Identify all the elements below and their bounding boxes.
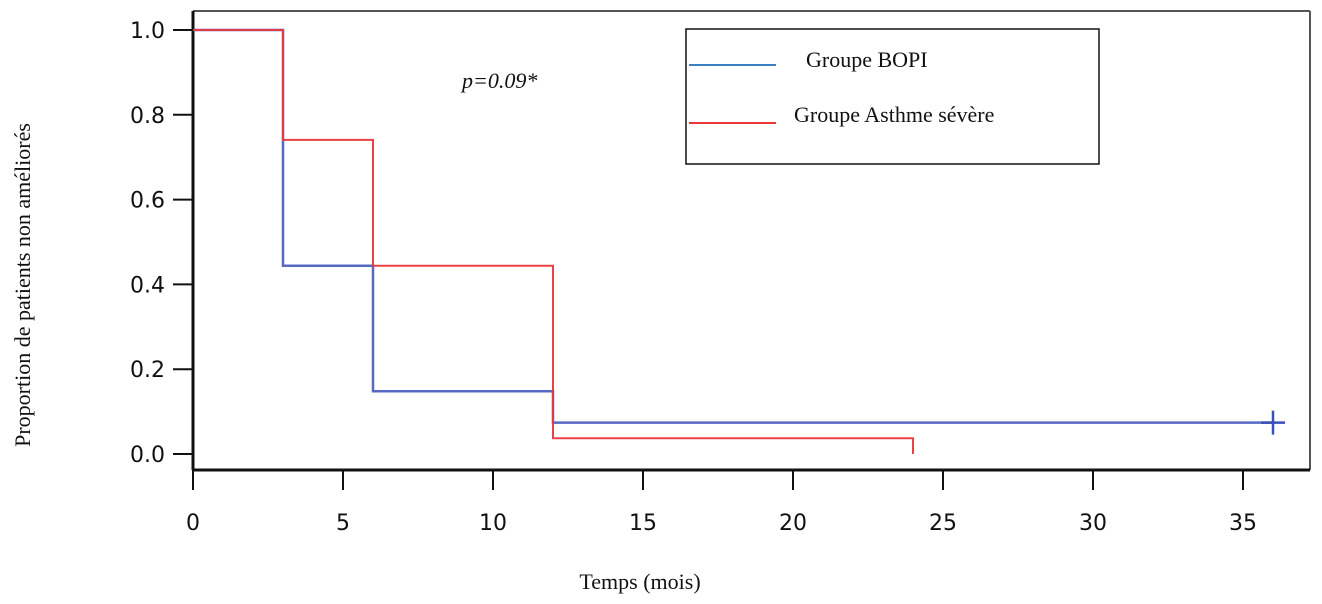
x-tick-label: 30 [1079, 511, 1107, 536]
x-tick-label: 0 [186, 511, 200, 536]
x-tick-label: 15 [629, 511, 657, 536]
axes: 0 5 10 15 20 25 30 35 0.0 0.2 0.4 0.6 0.8 1.0 [130, 10, 1311, 536]
x-tick-label: 25 [929, 511, 957, 536]
x-axis-title: Temps (mois) [579, 569, 700, 594]
x-tick-label: 10 [479, 511, 507, 536]
y-tick-label: 0.4 [130, 273, 165, 298]
series-layer [193, 28, 1285, 454]
y-tick-label: 0.8 [130, 104, 165, 129]
legend: Groupe BOPI Groupe Asthme sévère [685, 28, 1100, 165]
y-tick-label: 1.0 [130, 19, 165, 44]
y-tick-label: 0.0 [130, 443, 165, 468]
y-tick-label: 0.6 [130, 189, 165, 214]
x-tick-label: 5 [336, 511, 350, 536]
series-line-groupe-asthme-s-v-re [193, 29, 914, 454]
legend-label-asthme: Groupe Asthme sévère [794, 102, 994, 127]
legend-box [685, 28, 1100, 165]
x-tick-label: 20 [779, 511, 807, 536]
p-value-annotation: p=0.09* [460, 68, 537, 93]
y-tick-label: 0.2 [130, 358, 165, 383]
y-axis-title: Proportion de patients non améliorés [10, 123, 35, 447]
legend-label-bopi: Groupe BOPI [806, 47, 928, 72]
x-tick-label: 35 [1229, 511, 1257, 536]
